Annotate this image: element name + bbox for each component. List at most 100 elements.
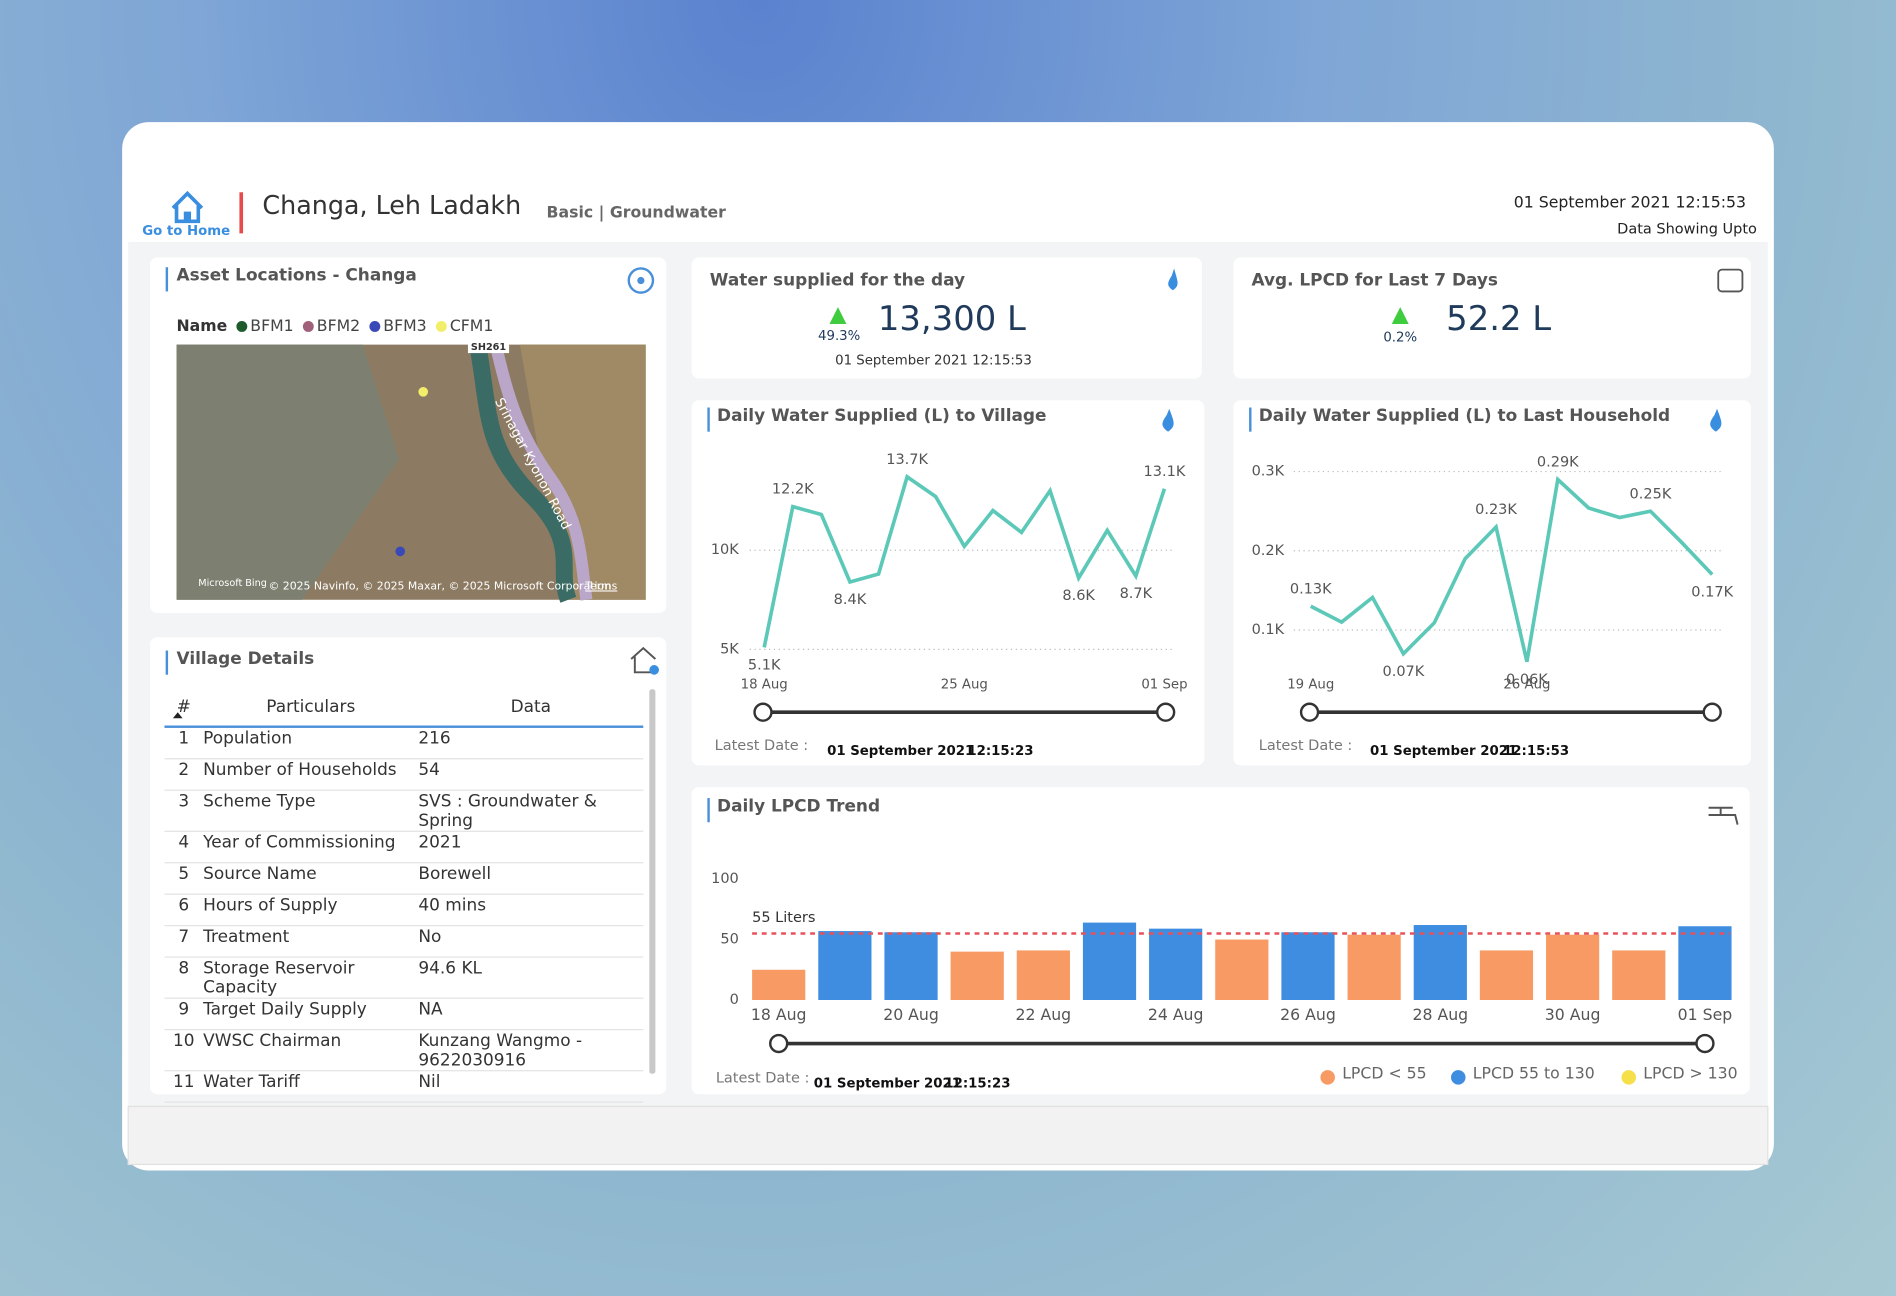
- bar: [1016, 950, 1070, 1000]
- x-tick-label: 01 Sep: [1678, 1005, 1733, 1024]
- bar: [1347, 934, 1401, 1000]
- table-row: 3 Scheme Type SVS : Groundwater & Spring: [164, 791, 644, 832]
- table-cell: 8: [178, 958, 190, 979]
- table-row: 10 VWSC Chairman Kunzang Wangmo - 96220309…: [164, 1030, 644, 1072]
- map-marker[interactable]: [418, 386, 429, 397]
- x-tick-label: 24 Aug: [1148, 1005, 1204, 1024]
- panel-chart: [691, 400, 1205, 766]
- refresh-icon[interactable]: [627, 267, 655, 294]
- kpi-timestamp: 01 September 2021 12:15:53: [835, 353, 1032, 368]
- table-cell: NA: [418, 999, 443, 1020]
- table-cell: Borewell: [418, 864, 492, 884]
- y-tick-label: 100: [711, 871, 739, 887]
- chart-title: Daily Water Supplied (L) to Last Househo…: [1259, 405, 1670, 425]
- table-row: 8 Storage Reservoir Capacity 94.6 KL: [164, 958, 644, 999]
- home-button[interactable]: Go to Home: [142, 190, 230, 239]
- footer-time: 12:15:53: [1503, 744, 1569, 759]
- footer-time: 12:15:23: [967, 744, 1033, 759]
- accent: [707, 798, 710, 823]
- y-tick-label: 0.3K: [1252, 464, 1285, 480]
- x-tick-label: 26 Aug: [1280, 1005, 1336, 1024]
- x-tick-label: 19 Aug: [1287, 677, 1334, 692]
- legend-marker: [236, 321, 248, 332]
- table-cell: 40 mins: [418, 896, 487, 916]
- table-cell: Nil: [418, 1072, 441, 1092]
- bar: [1215, 939, 1269, 1000]
- kpi-title: Water supplied for the day: [710, 270, 965, 290]
- table-header: # Particulars Data: [164, 688, 644, 728]
- legend-label: BFM2: [317, 316, 360, 335]
- legend-title: Name: [177, 316, 228, 335]
- kpi-title: Avg. LPCD for Last 7 Days: [1252, 270, 1498, 290]
- bar: [950, 951, 1004, 1000]
- table-cell: VWSC Chairman: [203, 1031, 342, 1051]
- sort-arrow[interactable]: [172, 712, 183, 719]
- table-cell: Storage Reservoir Capacity: [203, 958, 355, 998]
- line: [1309, 475, 1714, 663]
- refresh-icon-dot: [637, 276, 645, 285]
- up-arrow: [829, 307, 847, 325]
- legend-label: LPCD > 130: [1643, 1063, 1737, 1082]
- scrollbar[interactable]: [649, 689, 656, 1074]
- slider-handle[interactable]: [1155, 702, 1176, 722]
- map-label: SH261: [471, 342, 506, 353]
- bar: [818, 931, 872, 1000]
- legend-label: BFM1: [250, 316, 293, 335]
- drop-icon: [1162, 408, 1174, 432]
- calendar-icon: [1717, 268, 1744, 293]
- table-cell: 10: [173, 1031, 195, 1051]
- table-cell: 216: [418, 729, 451, 749]
- date-slider[interactable]: [769, 1033, 1715, 1054]
- accent: [707, 407, 710, 432]
- map[interactable]: SH261 Srinagar Kyonon Road Microsoft Bin…: [176, 339, 646, 603]
- bar: [1149, 928, 1203, 1000]
- data-label: 0.25K: [1630, 486, 1672, 502]
- table-cell: Year of Commissioning: [203, 833, 396, 853]
- slider-handle[interactable]: [1702, 702, 1722, 722]
- y-tick-label: 0.1K: [1252, 622, 1285, 638]
- slider-handle[interactable]: [753, 702, 773, 722]
- tap-icon: [1708, 806, 1739, 825]
- footer-date: 01 September 2021: [814, 1076, 961, 1091]
- column-header: Data: [510, 697, 552, 718]
- header-divider: [239, 192, 244, 234]
- map-terrain: [519, 344, 646, 600]
- slider-handle[interactable]: [769, 1033, 789, 1054]
- date-slider[interactable]: [1299, 702, 1722, 722]
- slider-handle[interactable]: [1695, 1033, 1715, 1054]
- table-cell: No: [418, 927, 442, 947]
- house-icon-badge: [649, 665, 660, 675]
- slider-handle[interactable]: [1299, 702, 1320, 722]
- map-terms[interactable]: Terms: [584, 579, 617, 592]
- home-label[interactable]: Go to Home: [142, 224, 230, 239]
- bar: [884, 932, 938, 1000]
- column-header: #: [176, 697, 191, 718]
- kpi-change: 49.3%: [818, 329, 860, 344]
- map-marker[interactable]: [395, 546, 406, 557]
- footer-date: 01 September 2021: [1370, 744, 1517, 759]
- panel-title: Village Details: [177, 648, 315, 668]
- table-row: 5 Source Name Borewell: [164, 863, 644, 895]
- x-tick-label: 18 Aug: [751, 1005, 807, 1024]
- x-tick-label: 18 Aug: [741, 677, 788, 692]
- chart-title: Daily LPCD Trend: [717, 796, 880, 816]
- legend-label: LPCD 55 to 130: [1473, 1063, 1595, 1082]
- page-subtitle: Basic | Groundwater: [547, 202, 727, 222]
- table-cell: 1: [178, 729, 190, 749]
- village-table: # Particulars Data 1 Population 216 2 Number of…: [164, 688, 644, 1103]
- x-tick-label: 28 Aug: [1412, 1005, 1468, 1024]
- date-slider[interactable]: [753, 702, 1176, 722]
- table-cell: Treatment: [203, 927, 290, 947]
- table-cell: Water Tariff: [203, 1072, 300, 1092]
- kpi-change: 0.2%: [1383, 330, 1417, 345]
- legend-label: BFM3: [383, 316, 426, 335]
- data-label: 0.23K: [1475, 502, 1517, 518]
- y-tick-label: 10K: [711, 542, 739, 558]
- accent: [165, 267, 169, 292]
- kpi-value: 52.2 L: [1446, 299, 1551, 338]
- table-cell: Scheme Type: [203, 792, 316, 812]
- map-terrain: [176, 344, 400, 600]
- chart-title: Daily Water Supplied (L) to Village: [717, 405, 1046, 425]
- table-cell: SVS : Groundwater & Spring: [418, 792, 597, 831]
- table-cell: Population: [203, 729, 293, 749]
